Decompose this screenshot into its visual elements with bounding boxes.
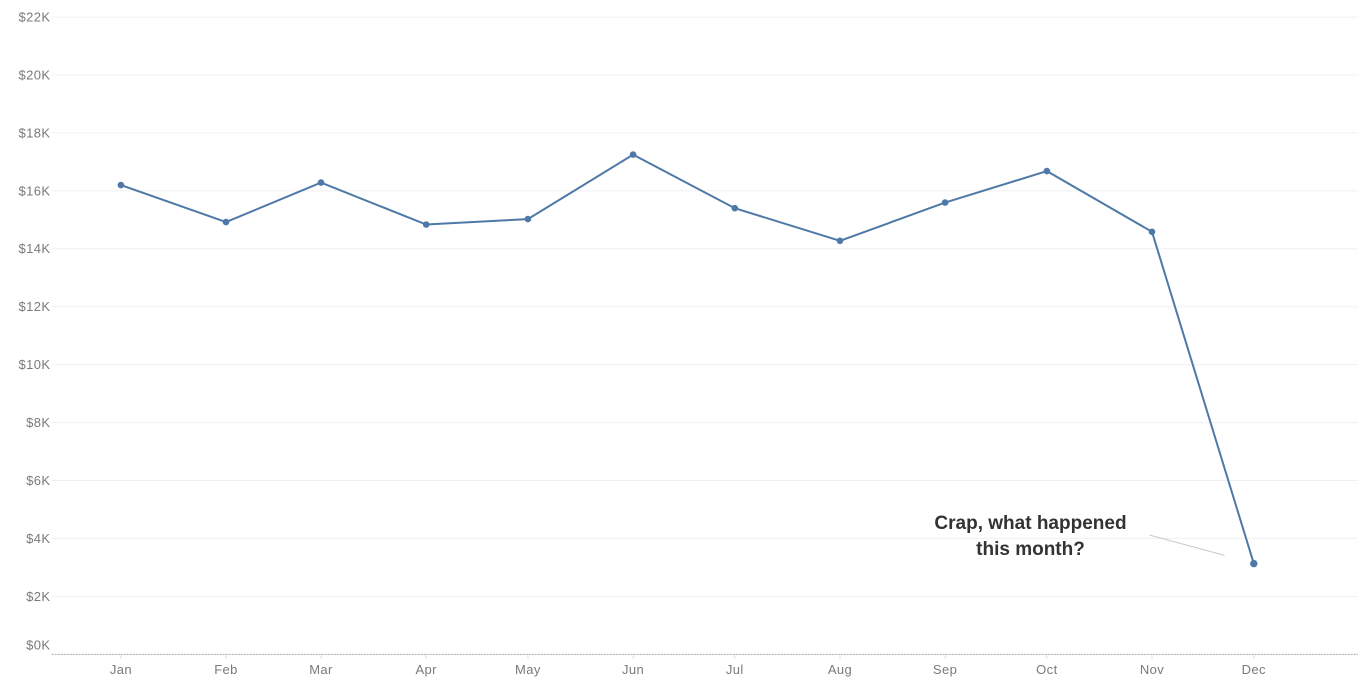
svg-text:Apr: Apr [415,662,437,677]
svg-text:$2K: $2K [26,589,50,604]
svg-text:Feb: Feb [214,662,238,677]
svg-text:Mar: Mar [309,662,333,677]
svg-text:May: May [515,662,541,677]
svg-text:$8K: $8K [26,415,50,430]
svg-text:$18K: $18K [19,125,51,140]
svg-text:$22K: $22K [19,10,51,25]
svg-text:Crap, what happened: Crap, what happened [934,513,1126,534]
svg-text:Jun: Jun [622,662,644,677]
svg-text:Jan: Jan [110,662,132,677]
svg-text:$16K: $16K [19,183,51,198]
svg-text:Jul: Jul [726,662,744,677]
svg-text:Sep: Sep [933,662,957,677]
svg-text:this month?: this month? [976,539,1085,560]
svg-text:Nov: Nov [1140,662,1164,677]
svg-text:$20K: $20K [19,67,51,82]
svg-text:$10K: $10K [19,357,51,372]
svg-text:$6K: $6K [26,473,50,488]
svg-text:Dec: Dec [1242,662,1266,677]
svg-text:$14K: $14K [19,241,51,256]
svg-text:$4K: $4K [26,531,50,546]
svg-text:$0K: $0K [26,638,50,653]
svg-text:$12K: $12K [19,299,51,314]
svg-text:Aug: Aug [828,662,852,677]
svg-text:Oct: Oct [1036,662,1057,677]
